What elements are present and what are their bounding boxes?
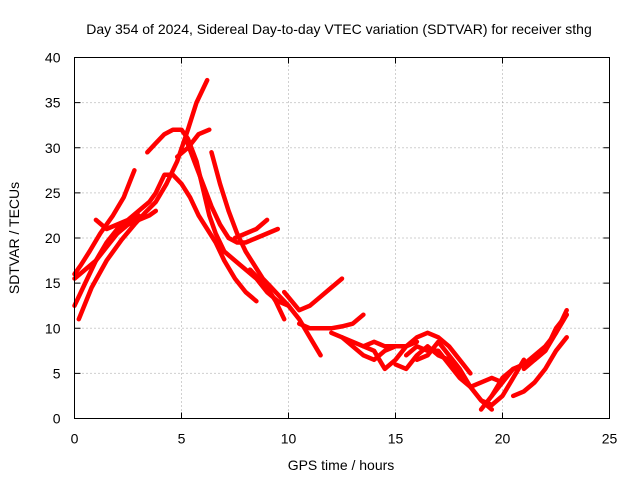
- y-axis-title: SDTVAR / TECUs: [6, 182, 22, 294]
- y-tick-label: 40: [45, 50, 61, 66]
- y-tick-label: 35: [45, 95, 61, 111]
- y-tick-label: 10: [45, 320, 61, 336]
- series-line-arc-4: [72, 213, 141, 281]
- y-tick-label: 20: [45, 230, 61, 246]
- x-tick-label: 15: [388, 431, 404, 447]
- x-tick-label: 20: [495, 431, 511, 447]
- x-axis-tick-labels: 0 5 10 15 20 25: [71, 431, 618, 447]
- axis-ticks: [74, 57, 610, 419]
- series-line-arc-2: [72, 208, 159, 308]
- series-line-arc-7: [174, 127, 212, 160]
- series-line-arc-3: [76, 77, 210, 322]
- series-line-arc-10: [232, 217, 270, 241]
- series-line-arc-8: [183, 136, 281, 245]
- series-line-arc-16: [361, 330, 473, 376]
- series-line-arc-11: [247, 267, 287, 322]
- series-line-arc-22: [510, 335, 569, 399]
- x-tick-label: 10: [281, 431, 297, 447]
- series-line-arc-5: [93, 172, 259, 304]
- series-line-arc-9: [209, 150, 323, 358]
- x-tick-label: 0: [71, 431, 79, 447]
- y-tick-label: 5: [53, 365, 61, 381]
- series-line-arc-1: [72, 168, 137, 277]
- series-line-arc-18: [403, 344, 505, 390]
- series-line-arc-19: [414, 339, 527, 408]
- y-tick-label: 25: [45, 185, 61, 201]
- y-tick-label: 15: [45, 275, 61, 291]
- y-tick-label: 0: [53, 411, 61, 427]
- x-tick-label: 5: [178, 431, 186, 447]
- series-line-arc-13: [296, 312, 366, 331]
- series-line-arc-23: [521, 312, 569, 372]
- x-tick-label: 25: [602, 431, 618, 447]
- data-series-group: [72, 77, 569, 412]
- series-line-arc-12: [281, 276, 345, 313]
- y-axis-tick-labels: 0 5 10 15 20 25 30 35 40: [45, 50, 61, 427]
- x-axis-title: GPS time / hours: [288, 457, 395, 473]
- chart-title: Day 354 of 2024, Sidereal Day-to-day VTE…: [86, 21, 592, 37]
- grid-lines: [74, 57, 610, 419]
- y-tick-label: 30: [45, 140, 61, 156]
